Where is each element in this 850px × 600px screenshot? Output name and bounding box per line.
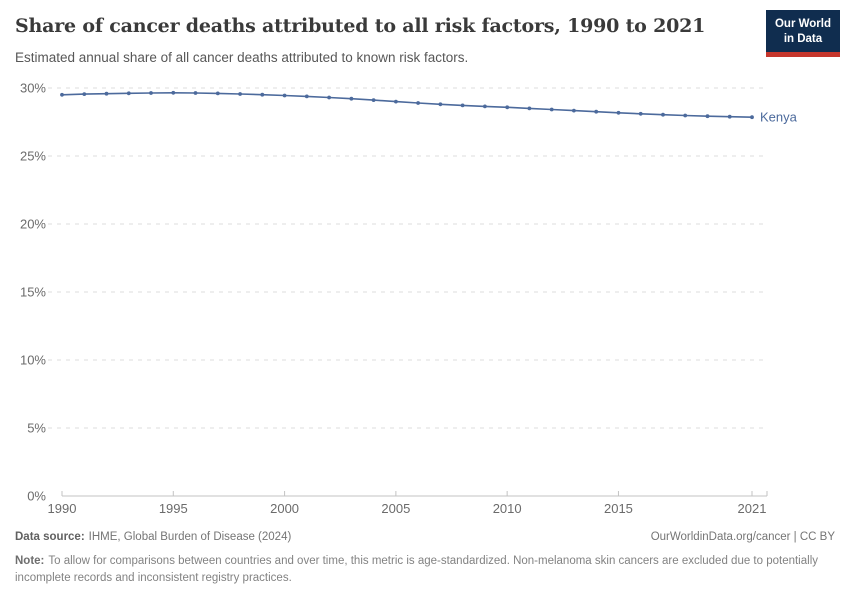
y-axis-label: 30% bbox=[20, 81, 46, 96]
chart-subtitle: Estimated annual share of all cancer dea… bbox=[15, 50, 469, 65]
data-point[interactable] bbox=[505, 105, 510, 110]
data-point[interactable] bbox=[750, 115, 754, 120]
data-point[interactable] bbox=[215, 91, 220, 96]
data-source: Data source: IHME, Global Burden of Disea… bbox=[15, 531, 291, 543]
data-point[interactable] bbox=[304, 94, 309, 99]
data-point[interactable] bbox=[149, 91, 153, 95]
data-point[interactable] bbox=[549, 107, 554, 112]
y-axis-label: 0% bbox=[27, 489, 46, 504]
data-source-label: Data source: bbox=[15, 531, 85, 543]
data-point[interactable] bbox=[594, 109, 599, 114]
footer-sources-row: Data source: IHME, Global Burden of Disea… bbox=[15, 531, 835, 543]
owid-cancer-link[interactable]: OurWorldinData.org/cancer | CC BY bbox=[650, 531, 835, 543]
x-axis-label: 2005 bbox=[381, 501, 410, 516]
data-point[interactable] bbox=[661, 112, 665, 117]
data-point[interactable] bbox=[82, 92, 87, 96]
y-axis-label: 25% bbox=[20, 149, 46, 164]
data-point[interactable] bbox=[460, 103, 465, 108]
data-point[interactable] bbox=[616, 110, 621, 115]
owid-logo-line1: Our World bbox=[774, 18, 831, 30]
data-point[interactable] bbox=[394, 99, 398, 104]
data-point[interactable] bbox=[260, 92, 265, 97]
series-line-kenya[interactable] bbox=[61, 91, 753, 118]
x-axis-label: 2010 bbox=[493, 501, 522, 516]
data-point[interactable] bbox=[126, 91, 131, 96]
data-point[interactable] bbox=[371, 98, 376, 102]
data-point[interactable] bbox=[193, 91, 198, 95]
x-axis-label: 2015 bbox=[604, 501, 633, 516]
data-point[interactable] bbox=[282, 93, 287, 98]
data-point[interactable] bbox=[438, 102, 443, 107]
data-point[interactable] bbox=[238, 92, 243, 96]
data-point[interactable] bbox=[60, 92, 64, 97]
note-text: To allow for comparisons between countri… bbox=[15, 555, 818, 584]
data-point[interactable] bbox=[683, 113, 688, 118]
owid-logo[interactable]: Our World in Data bbox=[765, 10, 840, 57]
data-point[interactable] bbox=[327, 95, 331, 100]
data-point[interactable] bbox=[483, 104, 487, 109]
data-source-value: IHME, Global Burden of Disease (2024) bbox=[88, 531, 292, 543]
data-point[interactable] bbox=[416, 101, 420, 105]
x-axis-label: 2000 bbox=[270, 501, 299, 516]
x-axis-label: 1995 bbox=[159, 501, 188, 516]
data-point[interactable] bbox=[705, 114, 710, 119]
y-axis-label: 15% bbox=[20, 285, 46, 300]
y-axis-label: 5% bbox=[27, 421, 46, 436]
data-point[interactable] bbox=[171, 90, 176, 95]
x-axis-label: 1990 bbox=[48, 501, 77, 516]
note-label: Note: bbox=[15, 555, 45, 567]
data-point[interactable] bbox=[638, 111, 643, 116]
page-title: Share of cancer deaths attributed to all… bbox=[15, 15, 706, 37]
x-axis-label: 2021 bbox=[738, 501, 767, 516]
owid-logo-line2: in Data bbox=[783, 32, 823, 45]
footer-note: Note: To allow for comparisons between co… bbox=[15, 553, 832, 586]
y-axis-label: 10% bbox=[20, 353, 46, 368]
data-point[interactable] bbox=[349, 96, 354, 101]
data-point[interactable] bbox=[727, 114, 732, 119]
data-point[interactable] bbox=[572, 108, 576, 113]
data-point[interactable] bbox=[104, 91, 109, 96]
data-point[interactable] bbox=[527, 106, 532, 111]
y-axis-label: 20% bbox=[20, 217, 46, 232]
series-label-kenya[interactable]: Kenya bbox=[760, 110, 798, 125]
